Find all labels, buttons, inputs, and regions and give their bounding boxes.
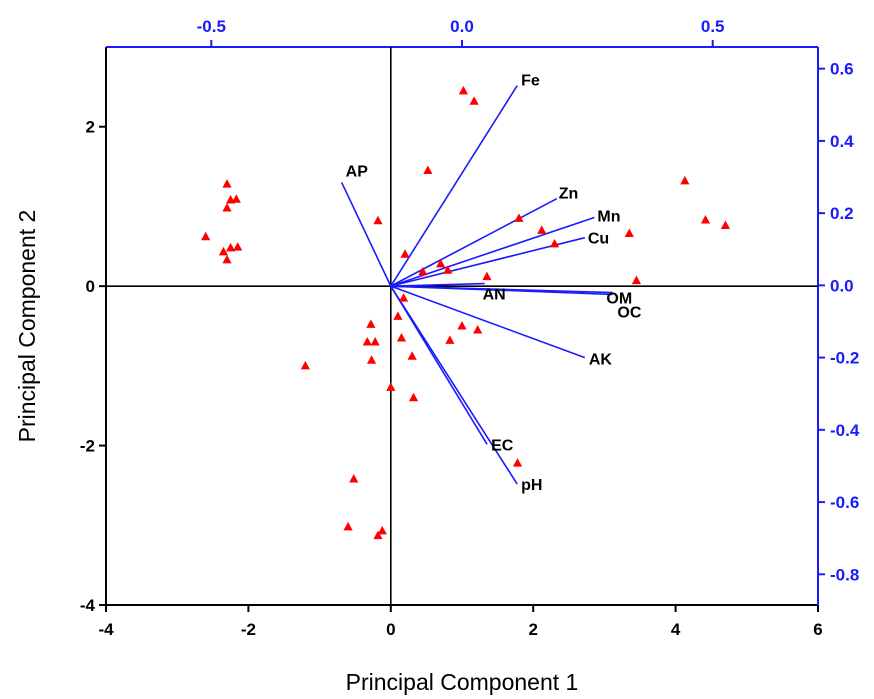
y-tick-label: 0 — [86, 277, 95, 296]
loading-label-oc: OC — [617, 305, 641, 322]
loading-vector-fe — [390, 85, 518, 287]
score-point — [469, 96, 479, 105]
score-point — [549, 238, 560, 248]
right-tick-label: -0.8 — [830, 565, 859, 584]
y-tick-label: 2 — [86, 118, 95, 137]
score-point — [418, 266, 428, 276]
score-point — [393, 311, 403, 320]
loading-vector-mn — [390, 216, 595, 287]
score-point — [226, 242, 236, 252]
score-point — [300, 360, 310, 370]
right-tick-label: 0.4 — [830, 132, 854, 151]
right-tick-label: 0.2 — [830, 204, 854, 223]
x-tick-label: -4 — [98, 620, 114, 639]
score-point — [720, 220, 731, 230]
right-tick-label: -0.2 — [830, 349, 859, 368]
score-point — [362, 336, 372, 346]
y-tick-label: -2 — [80, 437, 95, 456]
loading-label-ph: pH — [521, 477, 542, 494]
score-point — [377, 525, 387, 535]
score-point — [373, 530, 383, 540]
loading-label-ec: EC — [491, 437, 514, 454]
score-point — [473, 324, 483, 334]
score-points — [201, 85, 731, 540]
score-point — [366, 355, 377, 364]
loading-label-zn: Zn — [559, 186, 579, 203]
score-point — [400, 249, 410, 258]
score-point — [222, 203, 232, 212]
x-tick-label: 0 — [386, 620, 395, 639]
score-point — [458, 85, 469, 95]
score-point — [408, 392, 419, 402]
x-tick-label: 6 — [813, 620, 822, 639]
score-point — [680, 175, 690, 185]
loading-label-mn: Mn — [597, 208, 620, 225]
score-point — [407, 351, 417, 360]
score-point — [373, 215, 383, 225]
score-point — [349, 474, 359, 483]
axis-ticks: -4 -2 0 2 4 6 -4 -2 0 2 -0.5 0.0 0.5 -0.8 -0.6 -0.4 -0.2… — [80, 17, 860, 639]
score-point — [222, 179, 232, 188]
loading-label-an: AN — [483, 287, 506, 304]
score-point — [512, 458, 523, 467]
score-point — [457, 321, 467, 330]
top-tick-label: -0.5 — [197, 17, 226, 36]
loading-vectors — [340, 85, 613, 485]
score-point — [423, 165, 433, 175]
loading-vector-ph — [390, 285, 518, 485]
loading-vector-an — [390, 282, 485, 287]
loading-vector-oc — [390, 285, 613, 294]
score-point — [370, 336, 380, 346]
loading-label-om: OM — [606, 290, 632, 307]
score-point — [218, 246, 229, 256]
x-tick-label: 2 — [528, 620, 537, 639]
score-point — [482, 271, 492, 281]
score-point — [386, 382, 396, 391]
score-point — [537, 225, 547, 234]
x-tick-label: 4 — [671, 620, 681, 639]
origin-lines — [106, 47, 818, 605]
y-tick-label: -4 — [80, 596, 96, 615]
right-tick-label: 0.0 — [830, 276, 854, 295]
score-point — [233, 242, 243, 251]
loading-vector-zn — [390, 197, 558, 287]
score-point — [443, 265, 453, 274]
score-point — [399, 293, 409, 302]
score-point — [445, 335, 455, 344]
loading-label-fe: Fe — [521, 73, 540, 90]
y-axis-title: Principal Component 2 — [14, 210, 40, 443]
score-point — [231, 194, 241, 203]
loading-vector-ap — [340, 182, 392, 287]
score-point — [222, 254, 232, 264]
score-point — [396, 332, 407, 342]
score-point — [201, 231, 211, 241]
loading-label-cu: Cu — [588, 231, 609, 248]
loading-label-ap: AP — [346, 163, 369, 180]
score-point — [343, 521, 353, 531]
score-point — [514, 213, 524, 222]
score-point — [700, 214, 711, 224]
score-point — [624, 228, 634, 238]
top-tick-label: 0.0 — [450, 17, 474, 36]
x-axis-title: Principal Component 1 — [346, 669, 579, 695]
right-tick-label: 0.6 — [830, 60, 854, 79]
score-point — [366, 319, 376, 328]
loading-label-ak: AK — [589, 352, 613, 369]
right-tick-label: -0.6 — [830, 493, 859, 512]
x-tick-label: -2 — [241, 620, 256, 639]
loading-vector-ak — [390, 285, 586, 359]
score-point — [436, 258, 446, 268]
score-point — [631, 275, 642, 285]
right-tick-label: -0.4 — [830, 421, 860, 440]
top-tick-label: 0.5 — [701, 17, 725, 36]
